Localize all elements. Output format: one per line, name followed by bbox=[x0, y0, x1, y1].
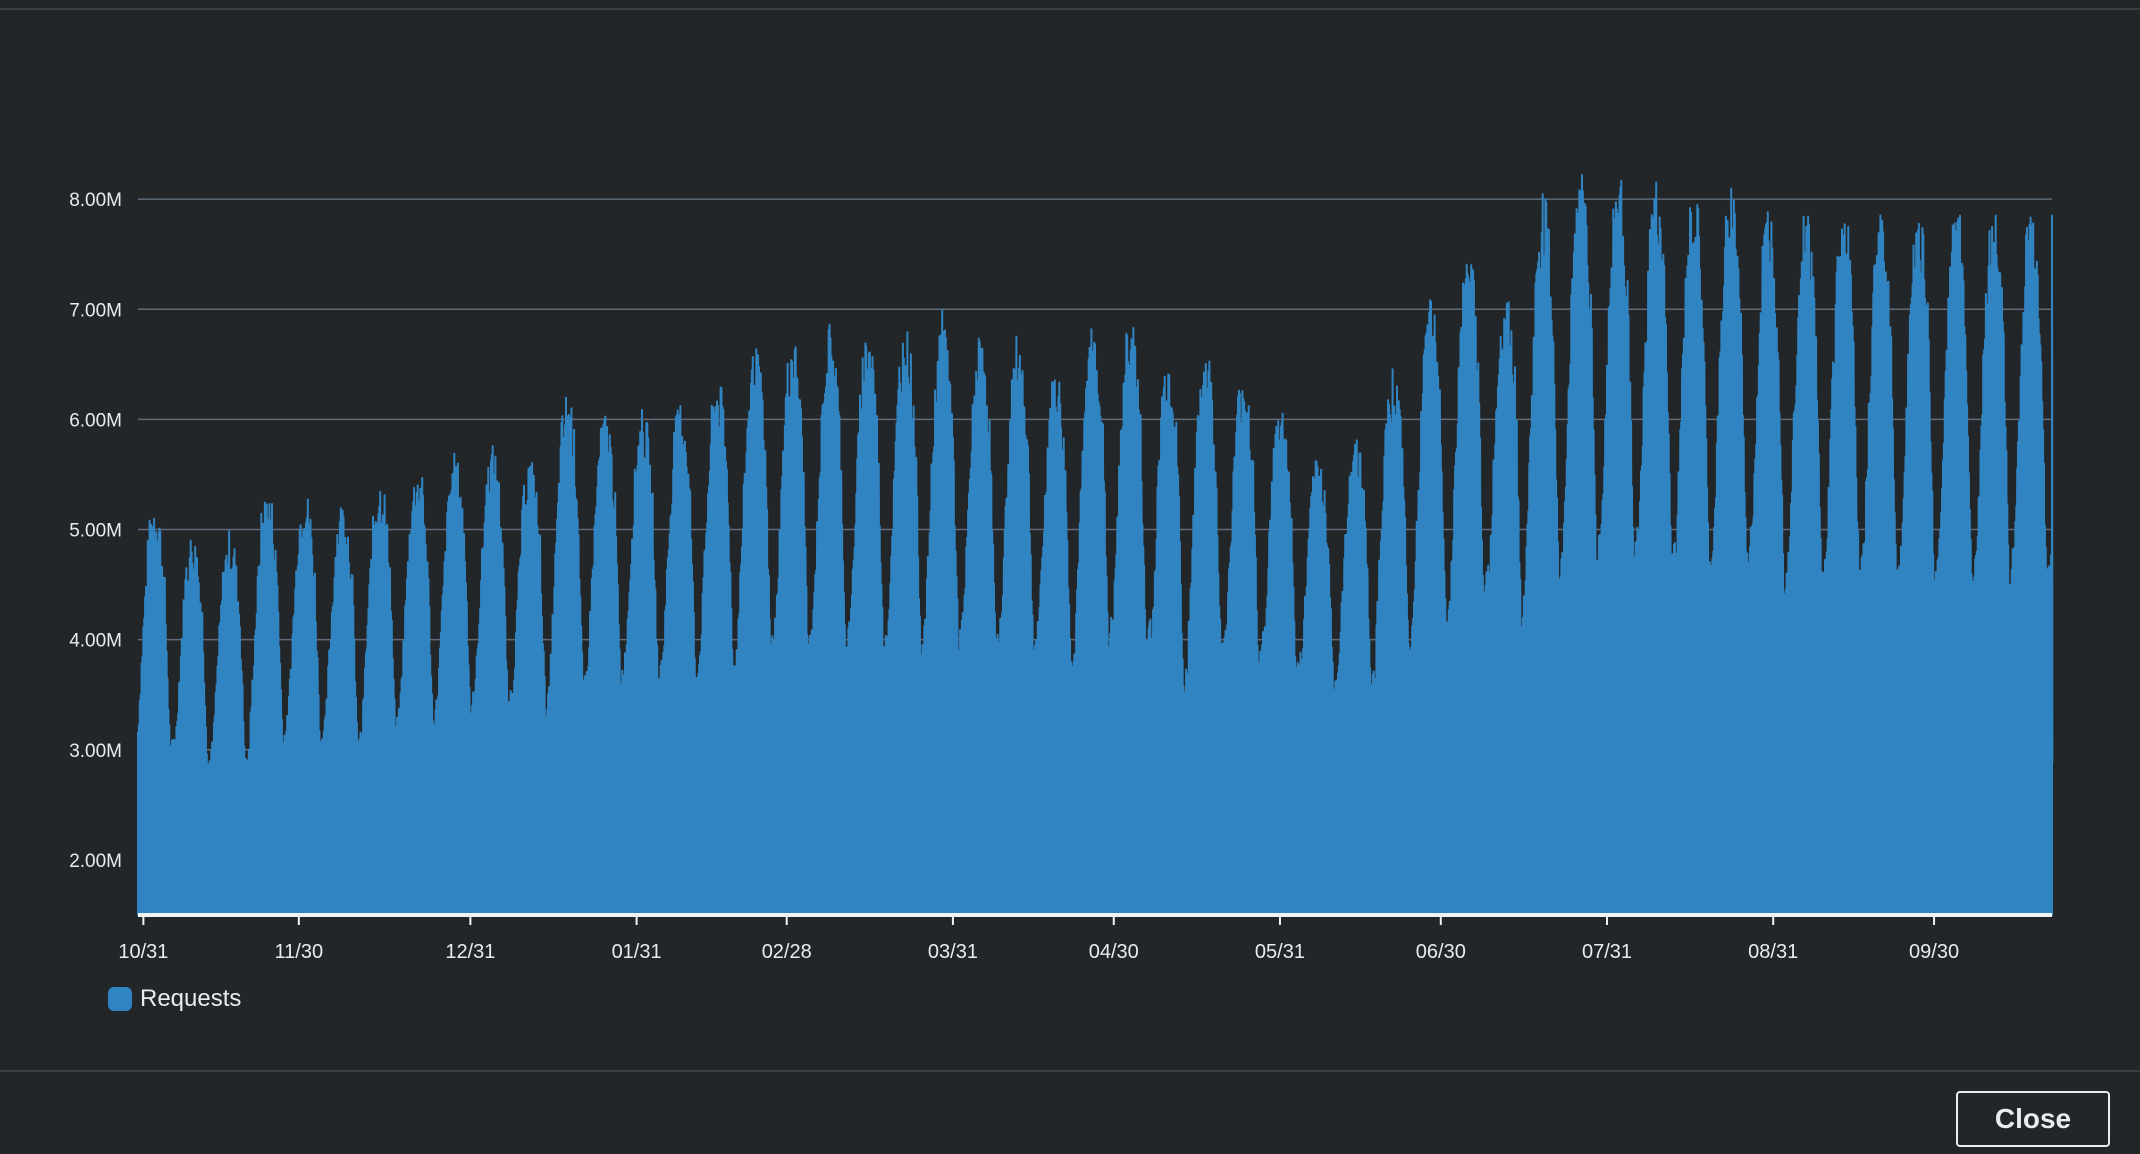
x-tick-label: 05/31 bbox=[1255, 941, 1305, 963]
x-tick-label: 11/30 bbox=[275, 941, 324, 963]
y-tick-label: 4.00M bbox=[69, 631, 122, 652]
x-tick-label: 07/31 bbox=[1582, 941, 1632, 963]
bottom-divider bbox=[0, 1070, 2140, 1072]
y-tick-label: 8.00M bbox=[69, 190, 122, 211]
y-tick-label: 6.00M bbox=[69, 410, 122, 431]
chart-legend: Requests bbox=[108, 985, 241, 1013]
x-tick-label: 12/31 bbox=[445, 941, 495, 963]
x-tick-label: 09/30 bbox=[1909, 941, 1959, 963]
y-axis-ticks: 2.00M 3.00M 4.00M 5.00M 6.00M 7.00M 8.00M bbox=[69, 190, 122, 872]
x-tick-label: 03/31 bbox=[928, 941, 978, 963]
close-button[interactable]: Close bbox=[1956, 1091, 2110, 1147]
x-tick-label: 06/30 bbox=[1416, 941, 1466, 963]
x-tick-label: 08/31 bbox=[1748, 941, 1798, 963]
top-divider bbox=[0, 8, 2140, 10]
legend-swatch-requests bbox=[108, 987, 132, 1011]
x-tick-label: 02/28 bbox=[762, 941, 812, 963]
y-tick-label: 3.00M bbox=[69, 741, 122, 762]
x-tick-label: 01/31 bbox=[612, 941, 662, 963]
y-tick-label: 5.00M bbox=[69, 521, 122, 542]
x-tick-label: 10/31 bbox=[118, 941, 168, 963]
x-axis-ticks: 10/31 11/30 12/31 01/31 02/28 03/31 04/30 05/31… bbox=[118, 917, 1959, 963]
requests-series bbox=[137, 173, 2054, 916]
requests-area bbox=[137, 173, 2054, 916]
legend-label-requests: Requests bbox=[140, 985, 242, 1012]
y-tick-label: 2.00M bbox=[69, 851, 122, 872]
x-tick-label: 04/30 bbox=[1089, 941, 1139, 963]
y-tick-label: 7.00M bbox=[69, 300, 122, 321]
requests-chart: 2.00M 3.00M 4.00M 5.00M 6.00M 7.00M 8.00M 10/3… bbox=[69, 173, 2054, 963]
